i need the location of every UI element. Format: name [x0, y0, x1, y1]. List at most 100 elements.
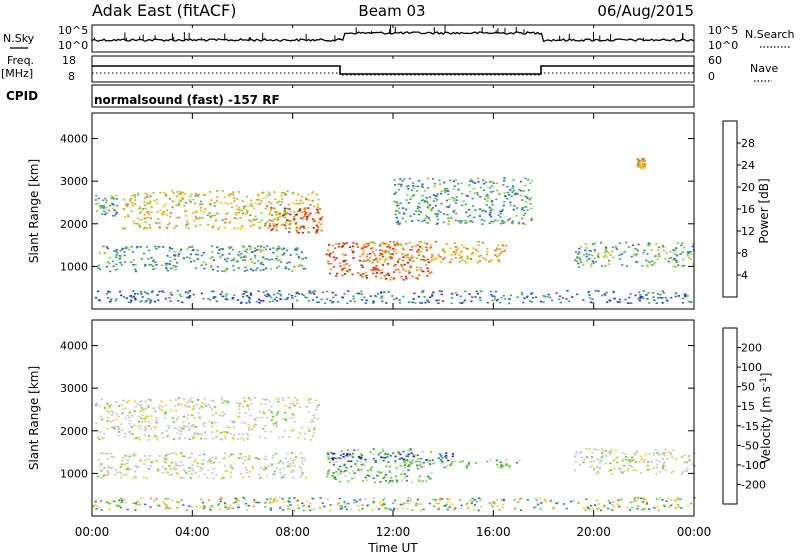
- velocity-echo-cell: [605, 455, 608, 457]
- power-echo-cell: [485, 204, 488, 206]
- velocity-echo-cell: [607, 507, 610, 510]
- velocity-echo-cell: [230, 507, 233, 509]
- power-echo-cell: [672, 249, 675, 251]
- power-echo-cell: [437, 253, 440, 256]
- velocity-echo-cell: [229, 466, 232, 468]
- velocity-echo-cell: [189, 456, 192, 459]
- velocity-echo-cell: [101, 452, 105, 455]
- power-echo-cell: [242, 295, 245, 298]
- velocity-echo-cell: [394, 455, 397, 458]
- power-echo-cell: [482, 209, 485, 212]
- velocity-echo-cell: [282, 509, 285, 511]
- velocity-echo-cell: [645, 503, 648, 505]
- velocity-echo-cell: [211, 431, 214, 433]
- power-echo-cell: [524, 212, 527, 215]
- power-echo-cell: [436, 199, 439, 201]
- velocity-echo-cell: [281, 397, 284, 399]
- velocity-echo-cell: [210, 462, 213, 465]
- velocity-echo-cell: [177, 464, 180, 467]
- power-echo-cell: [559, 301, 562, 304]
- power-echo-cell: [275, 214, 278, 216]
- power-echo-cell: [140, 211, 143, 213]
- velocity-echo-cell: [256, 501, 259, 504]
- power-echo-cell: [421, 270, 424, 273]
- velocity-echo-cell: [135, 437, 138, 439]
- power-echo-cell: [149, 226, 152, 229]
- power-echo-cell: [684, 293, 687, 295]
- velocity-echo-cell: [121, 412, 124, 415]
- velocity-echo-cell: [167, 507, 170, 509]
- power-echo-cell: [296, 247, 299, 249]
- velocity-echo-cell: [201, 406, 204, 408]
- power-echo-cell: [582, 264, 585, 266]
- velocity-echo-cell: [118, 505, 121, 507]
- power-echo-cell: [504, 195, 507, 198]
- power-echo-cell: [293, 211, 296, 213]
- power-echo-cell: [555, 292, 558, 294]
- power-echo-cell: [429, 196, 432, 198]
- velocity-echo-cell: [224, 435, 227, 438]
- velocity-echo-cell: [133, 470, 137, 473]
- velocity-echo-cell: [147, 406, 150, 408]
- velocity-echo-cell: [611, 459, 615, 462]
- power-echo-cell: [245, 211, 249, 213]
- power-echo-cell: [268, 294, 271, 297]
- velocity-echo-cell: [402, 502, 405, 505]
- power-echo-cell: [659, 293, 662, 296]
- power-echo-cell: [150, 291, 154, 294]
- nsky-tick-bottom: 10^0: [58, 39, 88, 52]
- power-echo-cell: [426, 215, 429, 218]
- velocity-echo-cell: [149, 506, 152, 508]
- velocity-echo-cell: [425, 481, 428, 483]
- power-echo-cell: [421, 290, 424, 293]
- power-echo-cell: [250, 258, 253, 260]
- power-echo-cell: [329, 299, 332, 302]
- power-echo-cell: [110, 298, 113, 301]
- velocity-echo-cell: [634, 469, 638, 472]
- velocity-echo-cell: [136, 501, 139, 503]
- velocity-echo-cell: [687, 456, 690, 458]
- velocity-echo-cell: [630, 456, 633, 459]
- power-echo-cell: [418, 210, 421, 212]
- power-echo-cell: [362, 246, 365, 249]
- power-echo-cell: [686, 295, 689, 297]
- power-echo-cell: [318, 208, 322, 210]
- power-echo-cell: [395, 201, 398, 203]
- power-echo-cell: [264, 294, 267, 296]
- velocity-echo-cell: [513, 507, 517, 510]
- power-echo-cell: [253, 207, 256, 210]
- freq-panel: [91, 55, 695, 83]
- power-echo-cell: [276, 211, 279, 213]
- velocity-echo-cell: [299, 467, 303, 469]
- power-echo-cell: [429, 296, 432, 298]
- velocity-echo-cell: [389, 472, 392, 474]
- power-echo-cell: [463, 299, 466, 302]
- velocity-echo-cell: [409, 448, 412, 450]
- velocity-echo-cell: [131, 454, 134, 456]
- power-echo-cell: [134, 268, 137, 271]
- power-echo-cell: [335, 243, 338, 245]
- power-echo-cell: [667, 260, 670, 263]
- power-echo-cell: [415, 277, 418, 279]
- power-echo-cell: [218, 226, 221, 229]
- velocity-echo-cell: [238, 408, 241, 411]
- velocity-echo-cell: [120, 459, 124, 462]
- velocity-echo-cell: [134, 509, 137, 511]
- power-echo-cell: [486, 251, 489, 253]
- velocity-echo-cell: [409, 499, 412, 502]
- velocity-echo-cell: [177, 501, 180, 504]
- power-echo-cell: [480, 218, 483, 221]
- power-echo-cell: [186, 292, 189, 294]
- velocity-echo-cell: [339, 454, 342, 456]
- velocity-echo-cell: [593, 468, 596, 470]
- power-echo-cell: [244, 255, 247, 257]
- velocity-echo-cell: [400, 473, 403, 475]
- velocity-echo-cell: [441, 457, 444, 459]
- power-echo-cell: [262, 300, 265, 302]
- power-echo-cell: [425, 196, 428, 199]
- velocity-echo-cell: [339, 465, 342, 468]
- power-echo-cell: [320, 298, 323, 301]
- velocity-echo-cell: [185, 472, 188, 474]
- velocity-echo-cell: [471, 497, 474, 500]
- power-echo-cell: [316, 206, 319, 208]
